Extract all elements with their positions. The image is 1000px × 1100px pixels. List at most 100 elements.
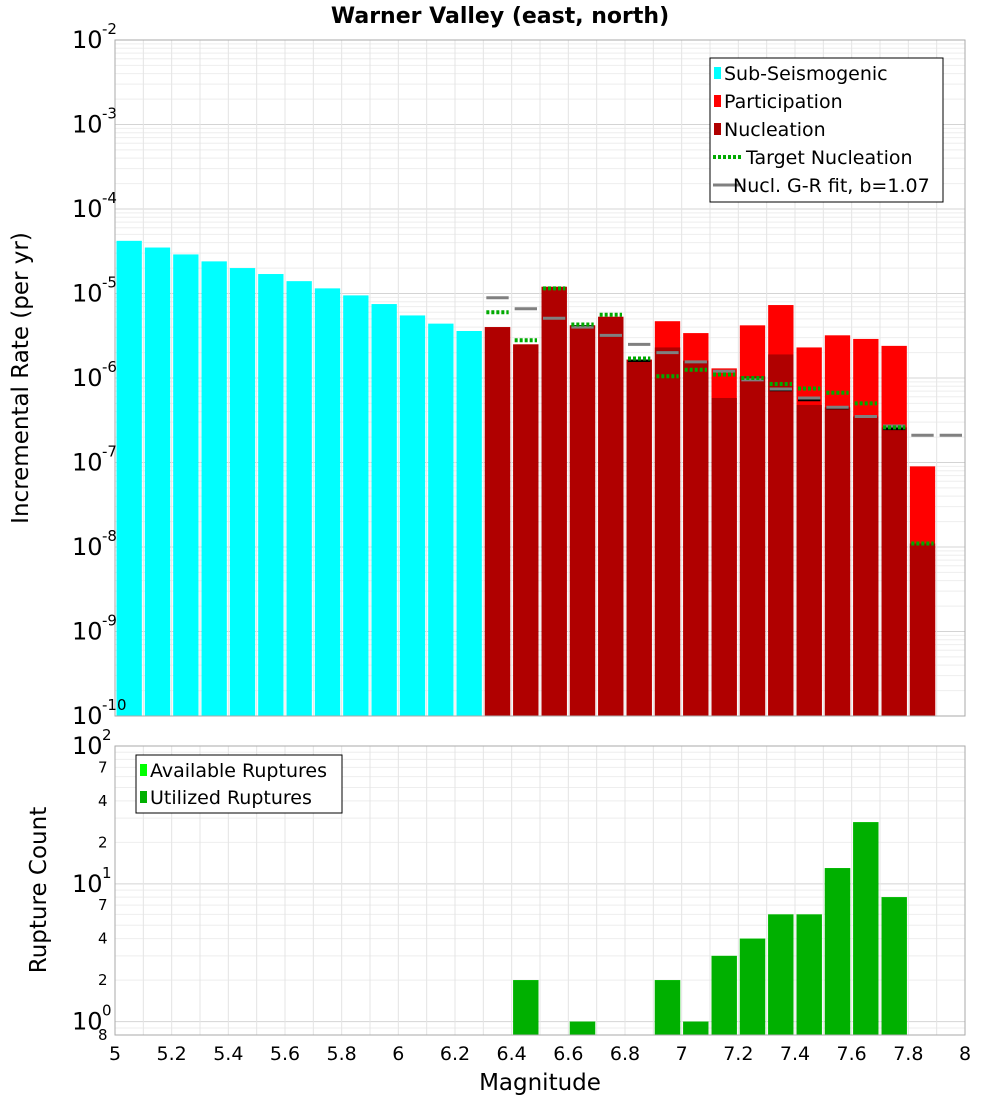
utilized-ruptures-bar: [654, 980, 681, 1035]
rate-legend-label: Target Nucleation: [745, 147, 913, 169]
rate-y-tick-exponent: -3: [102, 105, 117, 123]
rate-plot-frame: [114, 39, 966, 717]
count-plot-frame: [114, 745, 966, 1036]
sub-seismogenic-bar: [456, 330, 482, 716]
chart-title: Warner Valley (east, north): [331, 4, 669, 29]
nucleation-bar: [626, 359, 652, 716]
rate-y-tick: 10 -6: [72, 358, 117, 392]
sub-seismogenic-bar: [371, 304, 397, 716]
count-y-tick-base: 10: [72, 732, 103, 760]
rate-legend-item: Target Nucleation: [713, 147, 913, 169]
rate-y-tick-exponent: -4: [102, 189, 117, 207]
sub-seismogenic-bar: [343, 295, 369, 716]
rate-plot-legend: Sub-Seismogenic Participation Nucleation Ta…: [709, 57, 944, 203]
rate-plot-bars: [116, 240, 936, 716]
rate-legend-label: Nucl. G-R fit, b=1.07: [733, 175, 930, 197]
nucleation-bar: [796, 404, 822, 716]
nucleation-bar: [683, 360, 709, 716]
count-plot-bars: [513, 822, 907, 1035]
rate-y-tick-base: 10: [72, 702, 103, 730]
rate-plot-legend-box: [709, 57, 944, 203]
rate-plot-y-label: Incremental Rate (per yr): [8, 232, 34, 524]
utilized-ruptures-bar: [711, 955, 737, 1035]
count-y-tick: 10 1: [72, 864, 112, 898]
rate-legend-swatch: [714, 67, 721, 79]
count-y-tick: 10 0: [72, 1002, 112, 1036]
count-y-minor-tick: 7: [98, 896, 108, 914]
x-tick-label: 7.2: [723, 1043, 753, 1065]
x-tick-label: 5.2: [157, 1043, 187, 1065]
rate-y-tick-exponent: -2: [102, 20, 117, 38]
nucleation-bar: [654, 347, 681, 716]
rate-y-tick: 10 -10: [72, 696, 127, 730]
count-y-tick-exponent: 1: [102, 864, 112, 882]
utilized-ruptures-bar: [853, 822, 879, 1035]
nucleation-bar: [513, 344, 539, 716]
rate-y-tick: 10 -2: [72, 20, 117, 54]
count-y-minor-tick: 7: [98, 758, 108, 776]
utilized-ruptures-bar: [796, 914, 822, 1035]
count-legend-item: Available Ruptures: [140, 760, 327, 782]
utilized-ruptures-bar: [881, 897, 907, 1035]
x-tick-label: 5: [109, 1043, 121, 1065]
rate-y-tick-base: 10: [72, 618, 103, 646]
x-tick-label: 7.6: [837, 1043, 867, 1065]
nucleation-bar: [569, 325, 596, 716]
rate-y-tick-exponent: -8: [102, 527, 117, 545]
rate-y-tick-base: 10: [72, 364, 103, 392]
count-y-minor-tick: 2: [98, 971, 108, 989]
nucleation-bar: [541, 286, 567, 716]
utilized-ruptures-bar: [768, 914, 794, 1035]
x-tick-label: 6.2: [440, 1043, 470, 1065]
utilized-ruptures-bar: [569, 1021, 596, 1035]
rate-legend-label: Participation: [724, 91, 843, 113]
sub-seismogenic-bar: [258, 274, 284, 716]
nucleation-bar: [768, 354, 794, 716]
x-tick-label: 6: [392, 1043, 404, 1065]
utilized-ruptures-bar: [683, 1021, 709, 1035]
rate-y-tick: 10 -8: [72, 527, 117, 561]
x-tick-label: 8: [959, 1043, 971, 1065]
utilized-ruptures-bar: [513, 980, 539, 1035]
sub-seismogenic-bar: [428, 323, 454, 716]
x-tick-label: 6.4: [497, 1043, 527, 1065]
rate-legend-item: Nucleation: [714, 119, 826, 141]
count-y-tick-base: 10: [72, 1008, 103, 1036]
utilized-ruptures-bar: [824, 868, 851, 1035]
count-y-tick-exponent: 0: [102, 1002, 112, 1020]
rate-legend-item: Participation: [714, 91, 843, 113]
sub-seismogenic-bar: [399, 315, 426, 716]
nucleation-bar: [824, 407, 851, 716]
count-y-minor-tick: 4: [98, 792, 108, 810]
count-legend-label: Available Ruptures: [150, 760, 327, 782]
x-tick-label: 5.6: [270, 1043, 300, 1065]
rate-y-tick-base: 10: [72, 26, 103, 54]
sub-seismogenic-bar: [116, 240, 142, 716]
rate-y-tick: 10 -9: [72, 612, 117, 646]
rate-y-tick-base: 10: [72, 533, 103, 561]
rate-y-tick: 10 -3: [72, 105, 117, 139]
x-tick-label: 7.4: [780, 1043, 810, 1065]
sub-seismogenic-bar: [173, 254, 199, 716]
rate-y-tick: 10 -7: [72, 443, 117, 477]
x-tick-label: 5.8: [327, 1043, 357, 1065]
count-legend-swatch: [140, 791, 147, 803]
count-y-tick-base: 10: [72, 870, 103, 898]
sub-seismogenic-bar: [144, 247, 171, 716]
rate-plot-markers: [486, 286, 962, 546]
rate-y-tick-base: 10: [72, 280, 103, 308]
rate-y-tick-exponent: -9: [102, 612, 117, 630]
rate-legend-item: Nucl. G-R fit, b=1.07: [713, 175, 930, 197]
count-y-minor-tick: 4: [98, 930, 108, 948]
count-plot-legend: Available Ruptures Utilized Ruptures: [135, 754, 343, 814]
count-plot-x-ticks: 5 5.2 5.4 5.6 5.8 6 6.2 6.4 6.6 6.8 7 7.2 7.4 7.6 7.8 8: [109, 1043, 971, 1065]
rate-y-tick-exponent: -6: [102, 358, 117, 376]
nucleation-bar: [711, 397, 737, 716]
rate-y-tick: 10 -5: [72, 274, 117, 308]
nucleation-bar: [598, 316, 624, 716]
rate-y-tick-exponent: -5: [102, 274, 117, 292]
count-plot-legend-box: [135, 754, 343, 814]
x-tick-label: 7.8: [893, 1043, 923, 1065]
